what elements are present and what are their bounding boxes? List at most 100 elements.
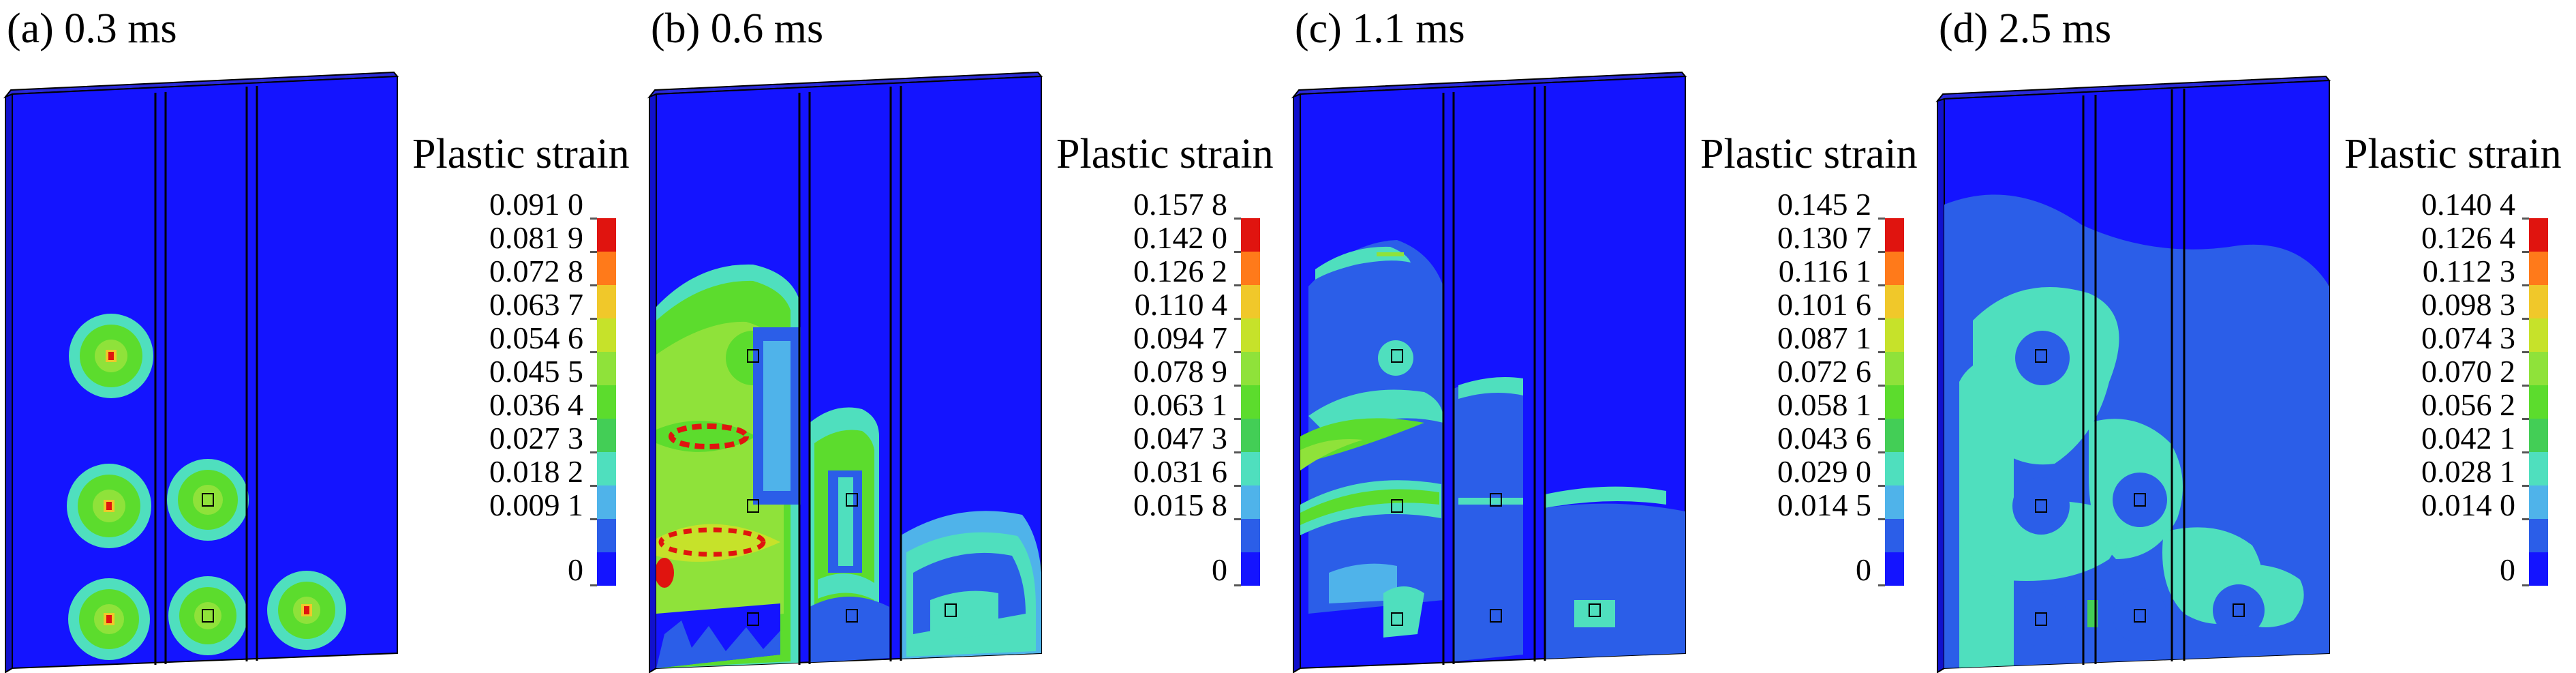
panel-a-plate: [3, 71, 399, 673]
legend-swatch: [597, 452, 616, 485]
panel-d-legend-label: 0.074 3: [2421, 320, 2515, 355]
panel-c-legend-tick: [1878, 518, 1885, 520]
panel-b-legend-colorbar: [1241, 218, 1260, 586]
legend-swatch: [597, 385, 616, 419]
panel-d-legend-tick: [2522, 418, 2529, 420]
panel-b-legend-tick: [1234, 284, 1241, 286]
panel-c-legend-tick: [1878, 451, 1885, 453]
panel-d-legend-tick: [2522, 218, 2529, 220]
panel-b-legend-tick: [1234, 318, 1241, 320]
panel-a-legend-label: 0: [568, 552, 583, 587]
legend-swatch: [1241, 552, 1260, 586]
panel-b-legend-label: 0.157 8: [1133, 187, 1227, 222]
legend-swatch: [1241, 285, 1260, 318]
legend-swatch: [1241, 318, 1260, 352]
panel-c-legend-tick: [1878, 418, 1885, 420]
legend-swatch: [1241, 352, 1260, 385]
panel-d-legend-label: 0.098 3: [2421, 287, 2515, 322]
panel-d-legend-colorbar: [2529, 218, 2548, 586]
panel-c-legend-label: 0.072 6: [1777, 354, 1871, 389]
legend-swatch: [2529, 419, 2548, 452]
panel-a: (a) 0.3 ms Plastic str: [0, 0, 644, 673]
panel-a-legend-tick: [590, 251, 597, 253]
legend-swatch: [2529, 552, 2548, 586]
panel-a-legend-label: 0.018 2: [489, 454, 583, 489]
panel-a-legend-label: 0.027 3: [489, 421, 583, 455]
panel-a-legend-tick: [590, 584, 597, 586]
legend-swatch: [1885, 352, 1904, 385]
legend-swatch: [1885, 318, 1904, 352]
legend-swatch: [1885, 552, 1904, 586]
panel-a-legend-tick: [590, 284, 597, 286]
panel-d-legend-tick: [2522, 251, 2529, 253]
panel-a-legend-label: 0.045 5: [489, 354, 583, 389]
panel-a-legend-tick: [590, 485, 597, 487]
panel-c-legend-label: 0.043 6: [1777, 421, 1871, 455]
legend-swatch: [597, 485, 616, 519]
panel-c-legend-label: 0.014 5: [1777, 488, 1871, 522]
panel-a-legend-label: 0.054 6: [489, 320, 583, 355]
legend-swatch: [2529, 352, 2548, 385]
legend-swatch: [2529, 218, 2548, 252]
panel-a-legend-tick: [590, 318, 597, 320]
panel-d-legend-tick: [2522, 518, 2529, 520]
panel-b-legend-label: 0.063 1: [1133, 387, 1227, 422]
panel-b-legend-tick: [1234, 251, 1241, 253]
panel-c-legend-label: 0.116 1: [1778, 254, 1871, 288]
legend-swatch: [1241, 419, 1260, 452]
panel-d-legend-tick: [2522, 485, 2529, 487]
panel-b-legend-label: 0.126 2: [1133, 254, 1227, 288]
legend-swatch: [1241, 252, 1260, 285]
panel-b-legend-label: 0.031 6: [1133, 454, 1227, 489]
panel-d-legend-label: 0.070 2: [2421, 354, 2515, 389]
panel-c-legend-label: 0.101 6: [1777, 287, 1871, 322]
panel-a-legend-tick: [590, 418, 597, 420]
legend-swatch: [1885, 218, 1904, 252]
panel-d-legend-label: 0.056 2: [2421, 387, 2515, 422]
panel-d-legend-label: 0.140 4: [2421, 187, 2515, 222]
panel-c-legend-label: 0.029 0: [1777, 454, 1871, 489]
legend-swatch: [597, 252, 616, 285]
panel-c-legend-title: Plastic strain: [1700, 131, 1918, 177]
panel-d-legend-tick: [2522, 284, 2529, 286]
panel-a-legend-colorbar: [597, 218, 616, 586]
panel-d-legend-label: 0.014 0: [2421, 488, 2515, 522]
legend-swatch: [1241, 485, 1260, 519]
panel-a-legend-label: 0.036 4: [489, 387, 583, 422]
panel-d-legend-tick: [2522, 451, 2529, 453]
panel-b-legend-tick: [1234, 218, 1241, 220]
panel-b-legend-tick: [1234, 485, 1241, 487]
panel-b-legend-tick: [1234, 385, 1241, 387]
panel-b-title: (b) 0.6 ms: [651, 5, 824, 52]
panel-b-legend-label: 0: [1212, 552, 1227, 587]
legend-swatch: [2529, 318, 2548, 352]
panel-d-legend-tick: [2522, 351, 2529, 353]
panel-c-title: (c) 1.1 ms: [1295, 5, 1465, 52]
legend-swatch: [1241, 385, 1260, 419]
panel-c-legend-label: 0.130 7: [1777, 220, 1871, 255]
legend-swatch: [2529, 252, 2548, 285]
legend-swatch: [1241, 452, 1260, 485]
panel-a-legend-tick: [590, 385, 597, 387]
panel-d-legend-label: 0.042 1: [2421, 421, 2515, 455]
panel-a-title: (a) 0.3 ms: [7, 5, 177, 52]
panel-b-legend-tick: [1234, 451, 1241, 453]
legend-swatch: [1241, 519, 1260, 552]
panel-a-legend-label: 0.091 0: [489, 187, 583, 222]
panel-a-legend-tick: [590, 351, 597, 353]
legend-swatch: [1885, 252, 1904, 285]
panel-c-plate: [1291, 71, 1687, 673]
panel-c-legend-tick: [1878, 251, 1885, 253]
legend-swatch: [597, 285, 616, 318]
legend-swatch: [1885, 519, 1904, 552]
panel-c-legend-tick: [1878, 584, 1885, 586]
panel-c-legend-tick: [1878, 284, 1885, 286]
legend-swatch: [597, 352, 616, 385]
panel-c-legend-tick: [1878, 318, 1885, 320]
legend-swatch: [1885, 452, 1904, 485]
panel-a-legend-title: Plastic strain: [412, 131, 630, 177]
legend-swatch: [1241, 218, 1260, 252]
panel-b-legend-label: 0.094 7: [1133, 320, 1227, 355]
panel-b-legend-label: 0.047 3: [1133, 421, 1227, 455]
